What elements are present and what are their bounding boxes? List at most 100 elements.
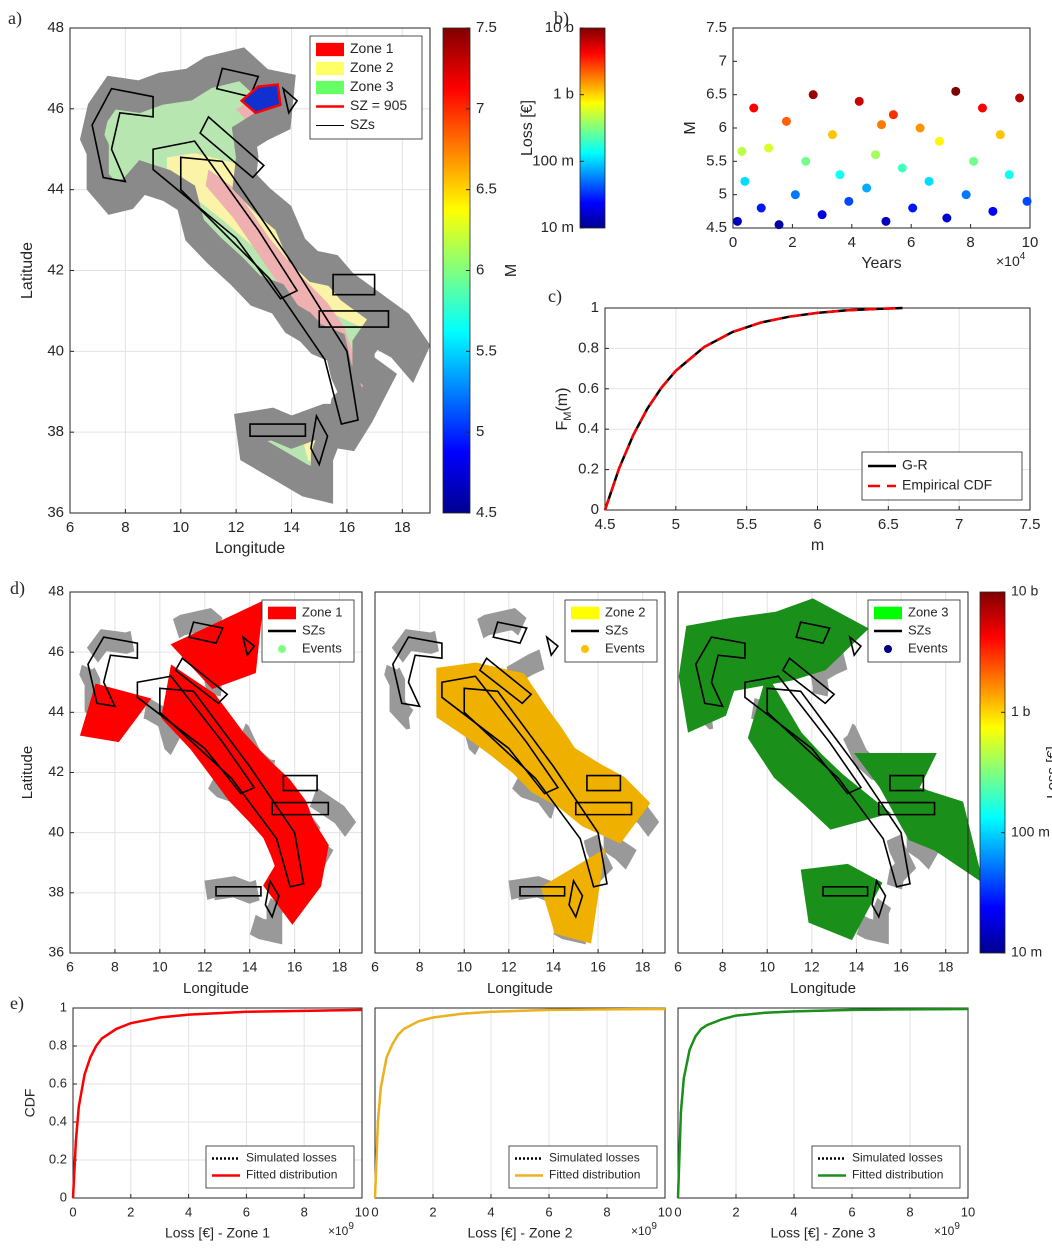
x-tick-label: 4: [790, 1204, 797, 1219]
x-tick-label: 7: [955, 516, 963, 533]
panel-label: c): [548, 286, 562, 307]
scatter-point: [942, 213, 952, 223]
scatter-point: [908, 203, 918, 213]
x-tick-label: 2: [732, 1204, 739, 1219]
colorbar-label: M: [503, 264, 520, 277]
x-tick-label: 18: [938, 959, 954, 975]
colorbar-tick-label: 5: [476, 423, 484, 440]
axes-frame: [69, 27, 431, 514]
x-tick-label: 14: [283, 519, 300, 536]
x-tick-label: 6.5: [878, 516, 899, 533]
x-axis-label: Longitude: [487, 980, 553, 997]
x-axis-label: Longitude: [215, 540, 285, 557]
x-tick-label: 5.5: [736, 516, 757, 533]
x-tick-label: 14: [546, 959, 562, 975]
colorbar: [442, 27, 471, 514]
x-tick-label: 8: [603, 1204, 610, 1219]
x-tick-label: 8: [416, 959, 424, 975]
colorbar-tick-label: 1 b: [553, 86, 574, 103]
colorbar-tick-label: 6.5: [476, 181, 497, 198]
scatter-point: [877, 120, 886, 130]
x-tick-label: 4: [487, 1204, 494, 1219]
y-tick-label: 0.6: [49, 1075, 67, 1090]
y-axis-label: CDF: [22, 1089, 38, 1118]
map-a: [92, 64, 416, 484]
x-tick-label: 14: [242, 959, 258, 975]
panel-label: a): [8, 8, 22, 29]
x-axis-label: Loss [€] - Zone 1: [165, 1225, 270, 1241]
scatter-point: [862, 183, 872, 193]
legend-swatch: [874, 606, 902, 620]
x-tick-label: 2: [429, 1204, 436, 1219]
y-tick-label: 0: [60, 1189, 67, 1204]
legend-label: SZ = 905: [350, 97, 407, 113]
y-tick-label: 44: [48, 703, 64, 719]
x-tick-label: 14: [849, 959, 865, 975]
x-tick-label: 5: [672, 516, 680, 533]
legend-swatch: [316, 80, 344, 95]
colorbar: [979, 591, 1006, 954]
x-exponent-power: 9: [954, 1221, 960, 1232]
y-tick-label: 46: [47, 100, 64, 117]
x-tick-label: 2: [788, 234, 796, 251]
x-tick-label: 6: [371, 959, 379, 975]
x-tick-label: 10: [658, 1204, 672, 1219]
legend-swatch: [316, 42, 344, 57]
y-tick-label: 0.4: [578, 420, 599, 437]
y-tick-label: 46: [48, 643, 64, 659]
y-tick-label: 0.4: [49, 1113, 67, 1128]
x-exponent-base: ×10: [934, 1224, 955, 1238]
legend-swatch: [268, 606, 296, 620]
legend-label: Events: [605, 640, 645, 655]
scatter-point: [827, 130, 837, 140]
colorbar: [579, 27, 606, 229]
legend-label: SZs: [908, 622, 932, 637]
x-tick-label: 16: [590, 959, 606, 975]
colorbar-tick-label: 100 m: [1011, 823, 1050, 839]
x-exponent: ×104: [996, 251, 1026, 269]
scatter-point: [801, 156, 811, 166]
legend-box: [205, 1145, 355, 1189]
scatter-point: [781, 116, 791, 126]
x-tick-label: 8: [111, 959, 119, 975]
axes-frame: [677, 591, 969, 954]
y-tick-label: 7.5: [706, 19, 727, 36]
colorbar-label: Loss [€]: [1044, 746, 1052, 799]
y-tick-label: 7: [719, 52, 727, 69]
panel-label: e): [10, 993, 24, 1014]
x-tick-label: 8: [719, 959, 727, 975]
x-exponent-power: 9: [348, 1221, 354, 1232]
legend-swatch: [278, 645, 286, 653]
x-tick-label: 12: [501, 959, 517, 975]
x-tick-label: 6: [848, 1204, 855, 1219]
series-line: [603, 306, 903, 511]
colorbar-tick-label: 7: [476, 100, 484, 117]
x-exponent: ×109: [328, 1221, 354, 1239]
x-tick-label: 16: [287, 959, 303, 975]
y-tick-label: 4.5: [706, 219, 727, 236]
x-tick-label: 10: [355, 1204, 369, 1219]
x-axis-label: Years: [861, 255, 901, 272]
legend-label: Events: [302, 640, 342, 655]
x-tick-label: 6: [66, 959, 74, 975]
legend-label: SZs: [605, 622, 629, 637]
colorbar-tick-label: 6: [476, 261, 484, 278]
legend-swatch: [581, 645, 589, 653]
x-tick-label: 4.5: [595, 516, 616, 533]
x-tick-label: 0: [69, 1204, 76, 1219]
scatter-point: [817, 210, 827, 220]
scatter-point: [1004, 170, 1014, 180]
axes-frame: [677, 1007, 969, 1199]
colorbar-tick-label: 7.5: [476, 19, 497, 36]
scatter-point: [934, 136, 944, 146]
legend-label: Events: [908, 640, 948, 655]
x-tick-label: 10: [152, 959, 168, 975]
colorbar-label: Loss [€]: [519, 100, 536, 156]
y-tick-label: 0: [591, 501, 599, 518]
y-axis-label-part: M: [562, 412, 574, 421]
legend-label: Zone 3: [350, 78, 394, 94]
scatter-point: [756, 203, 766, 213]
x-tick-label: 0: [371, 1204, 378, 1219]
x-exponent-base: ×10: [631, 1224, 652, 1238]
